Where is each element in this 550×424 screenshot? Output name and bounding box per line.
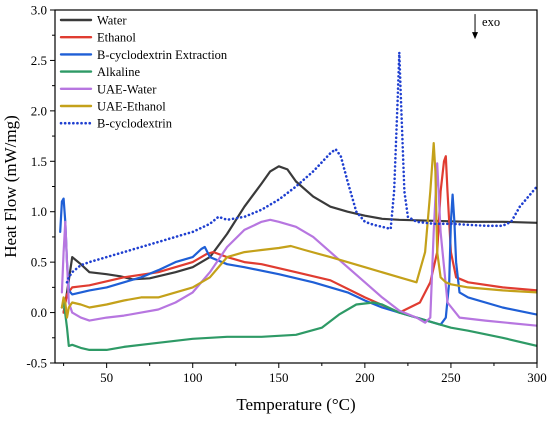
exo-arrow-head [472,32,479,40]
series-line-uae-ethanol [60,142,537,319]
series-line-uae-water [60,162,537,327]
y-tick-label: 0.5 [31,255,47,270]
y-tick-label: 0.0 [31,305,47,320]
series-line-b-cyclodextrin-extraction [59,193,537,326]
legend-label: B-cyclodextrin Extraction [97,48,228,62]
y-tick-label: 2.0 [31,103,47,118]
legend-label: Water [97,14,127,28]
legend-label: Alkaline [97,65,140,79]
series-line-water [62,165,537,314]
legend-label: UAE-Ethanol [97,100,166,114]
x-tick-label: 100 [183,370,203,385]
plot-frame [54,9,538,364]
x-tick-label: 50 [100,370,113,385]
series-line-alkaline [60,299,537,351]
y-tick-label: 3.0 [31,3,47,18]
x-tick-label: 300 [527,370,547,385]
y-axis-title: Heat Flow (mW/mg) [1,115,20,258]
legend-label: B-cyclodextrin [97,117,173,131]
axes-layer: 50 100 150 200 250 300 -0.5 0.0 0.5 1.0 1.5 2.0 2.5 3… [26,3,546,386]
x-tick-label: 250 [441,370,461,385]
legend-label: Ethanol [97,31,136,45]
series-layer [59,51,537,351]
legend: Water Ethanol B-cyclodextrin Extraction Alk… [59,14,228,131]
y-tick-label: 1.0 [31,204,47,219]
x-tick-label: 150 [269,370,289,385]
legend-label: UAE-Water [97,82,157,96]
x-axis-title: Temperature (°C) [236,395,355,414]
y-tick-label: -0.5 [26,356,47,371]
exo-annotation: exo [472,14,500,40]
y-tick-label: 2.5 [31,53,47,68]
y-tick-label: 1.5 [31,154,47,169]
series-line-ethanol [62,155,537,314]
x-tick-label: 200 [355,370,375,385]
series-line-b-cyclodextrin [65,51,537,284]
exo-label: exo [482,15,500,29]
